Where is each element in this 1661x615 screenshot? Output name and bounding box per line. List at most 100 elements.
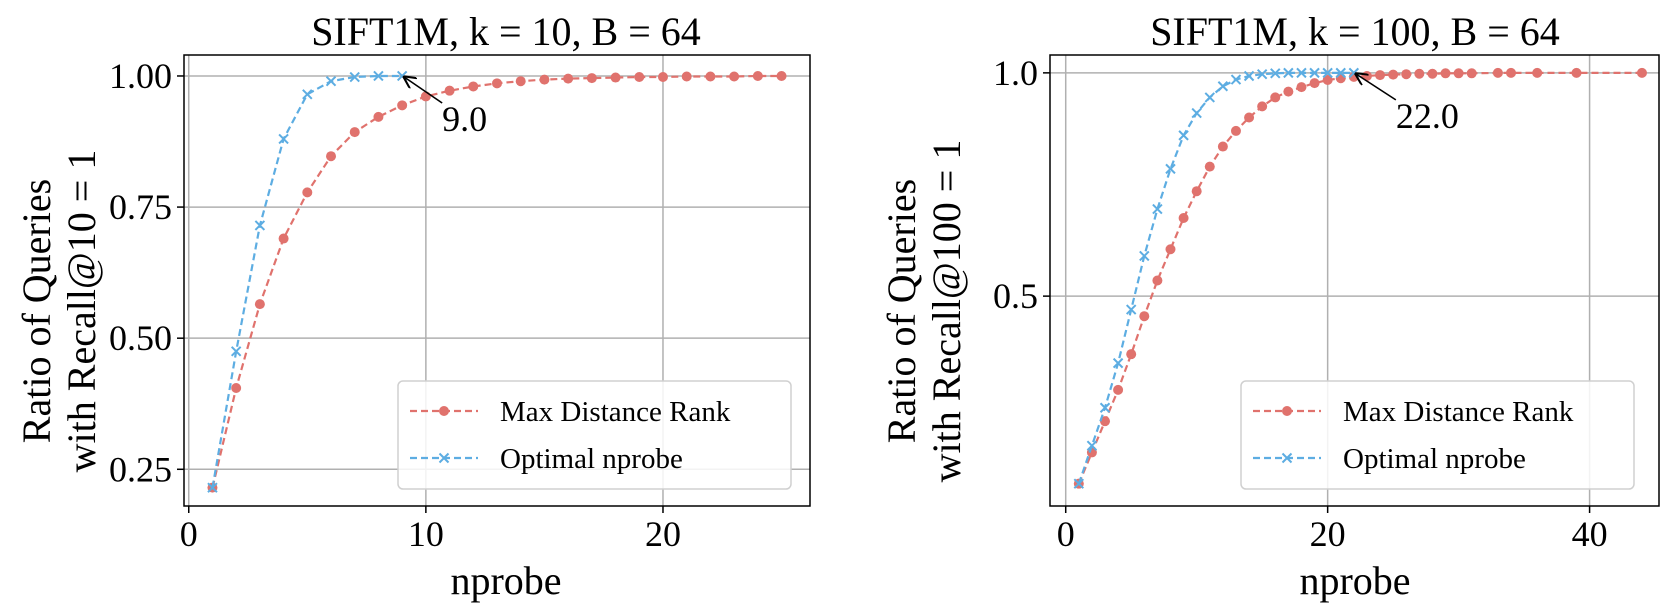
legend-box bbox=[397, 380, 792, 490]
data-point bbox=[1322, 67, 1333, 79]
data-point bbox=[207, 482, 218, 493]
data-point bbox=[468, 81, 479, 92]
data-point bbox=[1270, 68, 1281, 79]
data-point bbox=[1453, 68, 1464, 79]
x-tick-label: 20 bbox=[645, 514, 681, 554]
data-point bbox=[1414, 68, 1425, 79]
y-tick-label: 1.0 bbox=[993, 53, 1038, 93]
data-point bbox=[610, 72, 621, 83]
data-point bbox=[1335, 67, 1346, 79]
data-point bbox=[1139, 311, 1150, 322]
data-point bbox=[1125, 304, 1137, 315]
series-optimal-nprobe bbox=[207, 70, 408, 493]
y-axis-label-line2: with Recall@100 = 1 bbox=[924, 140, 969, 483]
ticks: 0 20 40 0.5 1.0 bbox=[993, 53, 1608, 554]
y-axis-label-line2: with Recall@10 = 1 bbox=[59, 150, 104, 473]
legend: Max Distance Rank Optimal nprobe bbox=[1240, 380, 1635, 490]
data-point bbox=[1244, 112, 1255, 123]
annotation: 22.0 bbox=[1356, 74, 1459, 136]
data-point bbox=[729, 71, 740, 82]
data-point bbox=[1204, 161, 1215, 172]
y-tick-label: 0.50 bbox=[109, 318, 172, 358]
legend-marker bbox=[1282, 406, 1292, 416]
data-point bbox=[1375, 70, 1386, 81]
data-point bbox=[1112, 357, 1124, 369]
data-point bbox=[1322, 75, 1333, 86]
data-point bbox=[1296, 67, 1307, 79]
legend-item: Optimal nprobe bbox=[410, 443, 683, 475]
data-point bbox=[1178, 130, 1189, 141]
legend-label: Optimal nprobe bbox=[1343, 443, 1526, 475]
annotation-label: 22.0 bbox=[1396, 96, 1459, 136]
data-point bbox=[752, 70, 763, 81]
legend-box bbox=[1240, 380, 1635, 490]
data-point bbox=[563, 73, 574, 84]
data-point bbox=[254, 299, 265, 310]
data-point bbox=[681, 71, 692, 82]
data-point bbox=[1440, 68, 1451, 79]
data-point bbox=[1073, 478, 1085, 489]
data-point bbox=[492, 78, 502, 89]
data-point bbox=[1230, 74, 1242, 85]
data-point bbox=[586, 73, 597, 84]
data-point bbox=[1309, 78, 1320, 89]
data-point bbox=[1492, 67, 1503, 78]
data-point bbox=[1217, 81, 1229, 92]
x-tick-label: 0 bbox=[1057, 514, 1075, 554]
plot-frame bbox=[183, 54, 811, 507]
data-point bbox=[444, 85, 455, 96]
data-point bbox=[776, 70, 787, 81]
y-tick-label: 0.75 bbox=[109, 187, 172, 227]
data-point bbox=[515, 76, 526, 87]
data-point bbox=[1230, 125, 1241, 136]
series-optimal-nprobe bbox=[1073, 67, 1360, 489]
x-tick-label: 20 bbox=[1310, 514, 1346, 554]
x-tick-label: 10 bbox=[408, 514, 444, 554]
legend-marker bbox=[1281, 452, 1293, 464]
ticks: 0 10 20 0.25 0.50 0.75 1.00 bbox=[109, 56, 681, 554]
data-point bbox=[231, 383, 242, 394]
data-point bbox=[1296, 82, 1307, 93]
data-point bbox=[1165, 163, 1176, 175]
data-point bbox=[1099, 402, 1111, 413]
x-axis-label: nprobe bbox=[1299, 558, 1410, 603]
annotation: 9.0 bbox=[404, 77, 487, 139]
plot-frame bbox=[1049, 54, 1660, 507]
data-point bbox=[373, 70, 384, 82]
y-tick-label: 1.00 bbox=[109, 56, 172, 96]
data-point bbox=[634, 72, 645, 83]
y-axis-label-line1: Ratio of Queries bbox=[14, 179, 59, 443]
data-point bbox=[1388, 69, 1399, 80]
data-point bbox=[1100, 416, 1111, 427]
data-point bbox=[1532, 67, 1543, 78]
data-point bbox=[326, 151, 337, 162]
chart-title: SIFT1M, k = 10, B = 64 bbox=[311, 9, 701, 54]
data-point bbox=[230, 346, 242, 357]
data-point bbox=[1466, 68, 1477, 79]
x-tick-label: 40 bbox=[1572, 514, 1608, 554]
data-point bbox=[1191, 107, 1202, 119]
data-point bbox=[705, 71, 716, 82]
data-point bbox=[1427, 68, 1438, 79]
series-line bbox=[211, 74, 403, 488]
data-point bbox=[325, 76, 337, 87]
annotation-arrow bbox=[1356, 74, 1397, 101]
y-tick-label: 0.25 bbox=[109, 449, 172, 489]
data-point bbox=[302, 89, 313, 100]
data-point bbox=[373, 111, 384, 122]
data-point bbox=[349, 71, 360, 83]
data-point bbox=[1283, 86, 1294, 97]
data-point bbox=[1139, 250, 1150, 262]
series-max-distance-rank bbox=[1073, 67, 1647, 489]
x-tick-label: 0 bbox=[180, 514, 198, 554]
data-point bbox=[1204, 92, 1215, 103]
data-point bbox=[1335, 73, 1346, 84]
chart-title: SIFT1M, k = 100, B = 64 bbox=[1150, 9, 1560, 54]
data-point bbox=[1256, 68, 1268, 80]
annotation-arrow bbox=[404, 77, 443, 104]
data-point bbox=[1571, 67, 1582, 78]
data-point bbox=[1217, 141, 1228, 152]
legend-label: Max Distance Rank bbox=[500, 396, 731, 428]
legend-label: Max Distance Rank bbox=[1343, 396, 1574, 428]
data-point bbox=[1401, 69, 1412, 80]
